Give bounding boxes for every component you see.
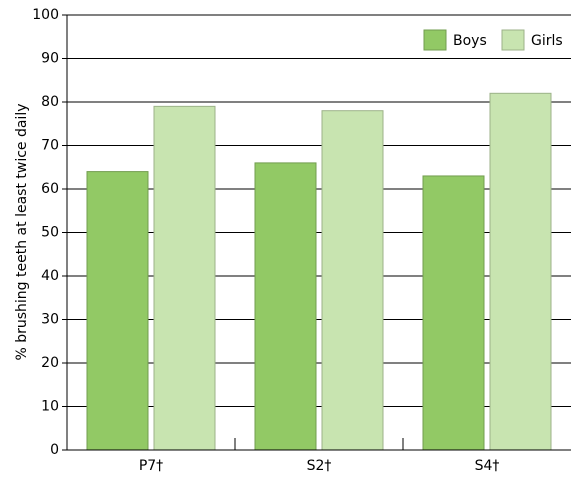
bar [153, 105, 216, 451]
y-tick-label: 100 [32, 7, 59, 23]
legend-swatch [501, 29, 525, 51]
bar [489, 92, 552, 451]
y-tick-label: 10 [41, 399, 59, 415]
x-tick-label: P7† [139, 458, 163, 474]
y-tick-label: 30 [41, 312, 59, 328]
legend-swatch [423, 29, 447, 51]
y-tick-label: 20 [41, 355, 59, 371]
bar [321, 110, 384, 451]
y-axis-label: % brushing teeth at least twice daily [14, 103, 30, 360]
y-tick-label: 40 [41, 268, 59, 284]
y-tick-label: 70 [41, 138, 59, 154]
y-tick-label: 90 [41, 51, 59, 67]
y-tick-label: 0 [50, 442, 59, 458]
bar [254, 162, 317, 451]
legend-label: Boys [453, 33, 487, 49]
y-tick-label: 80 [41, 94, 59, 110]
y-tick-label: 50 [41, 225, 59, 241]
bar [422, 175, 485, 451]
y-tick-label: 60 [41, 181, 59, 197]
x-tick-label: S2† [307, 458, 332, 474]
bar [86, 171, 149, 451]
legend-label: Girls [531, 33, 563, 49]
x-tick-label: S4† [475, 458, 500, 474]
